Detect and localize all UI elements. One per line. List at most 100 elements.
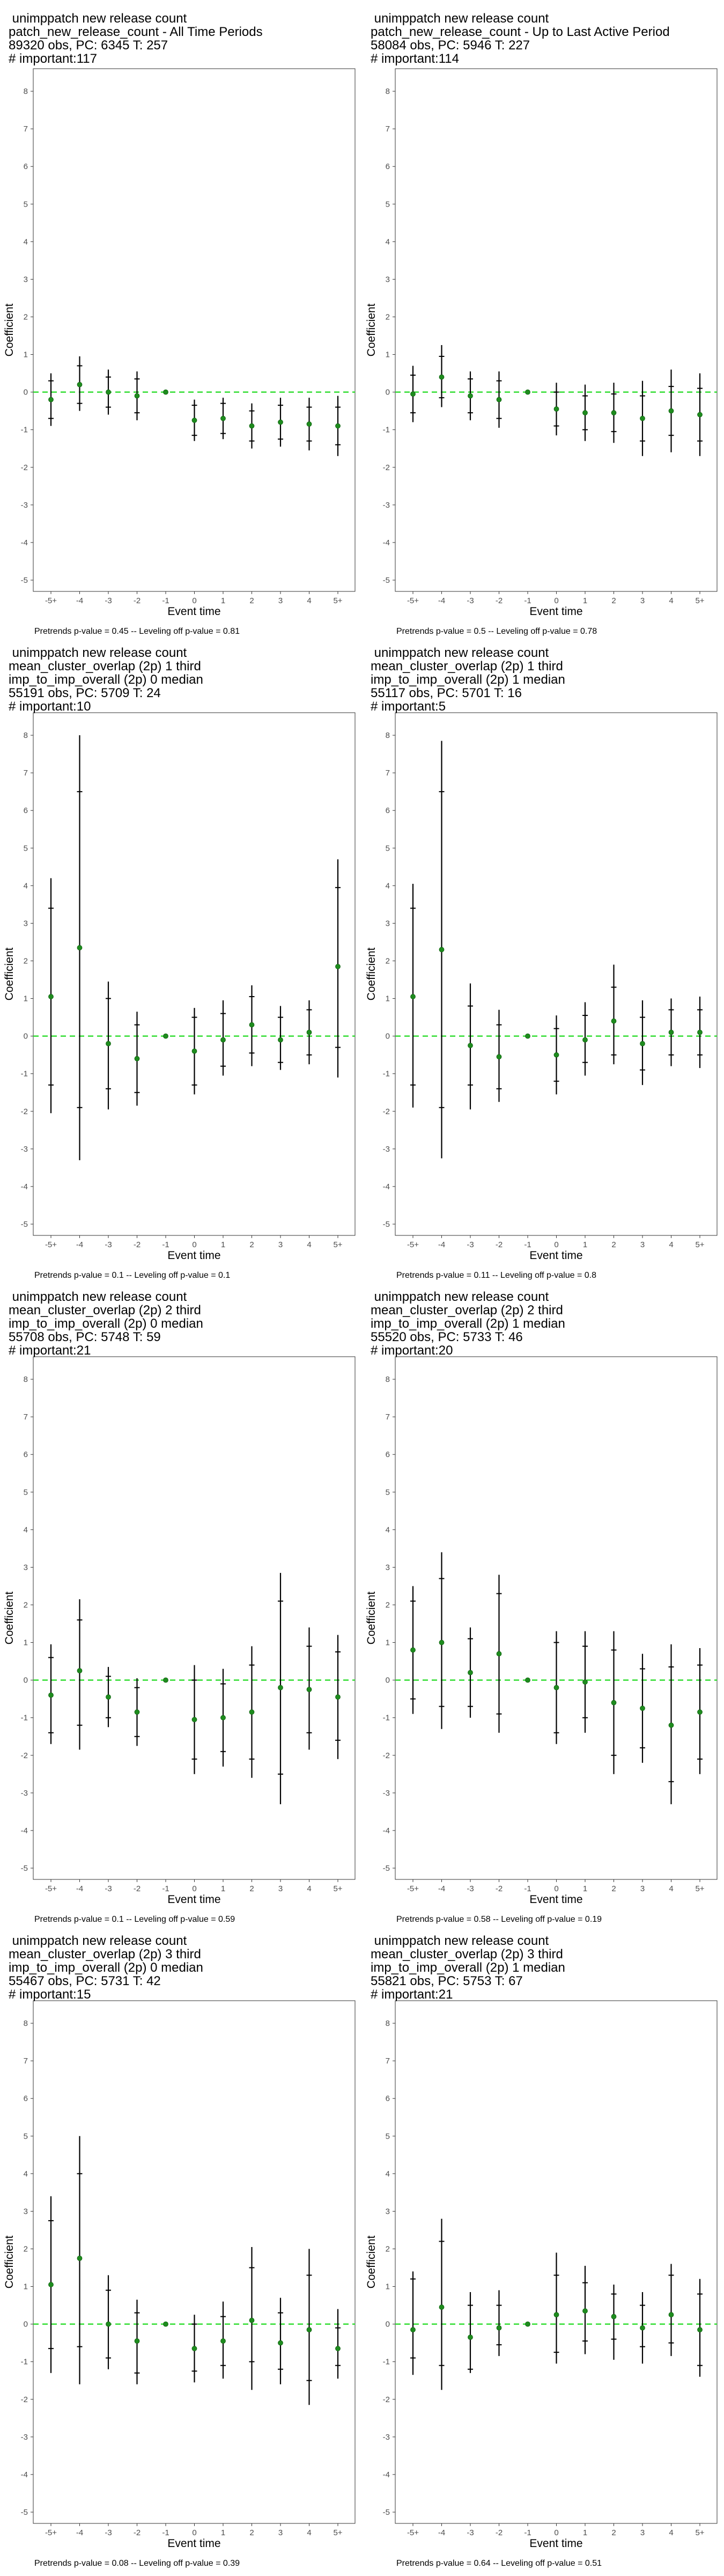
x-axis-label: Event time	[529, 605, 582, 618]
coefficient-point	[410, 2327, 416, 2333]
x-tick-label: 1	[221, 2528, 225, 2537]
x-axis-label: Event time	[167, 605, 220, 618]
x-axis-label: Event time	[529, 1893, 582, 1906]
y-tick-label: -1	[21, 1070, 28, 1079]
x-tick-label: -1	[162, 596, 169, 605]
y-tick-label: -3	[21, 1789, 28, 1798]
coefficient-point	[496, 397, 502, 402]
plot-area: -5 -4 -3 -2 -1 0 1 2 3 4 5 6 7 8 -5+ -4 -3 -2 -1 0 1 2 3 4 5+ Eve…	[3, 1356, 356, 1906]
coefficient-point	[640, 1041, 645, 1046]
x-tick-label: -2	[134, 2528, 141, 2537]
y-tick-label: 5	[386, 2132, 390, 2141]
x-tick-label: 4	[669, 596, 673, 605]
y-tick-label: 2	[24, 1600, 28, 1609]
y-tick-label: 2	[386, 2244, 390, 2253]
chart-title-line: 55821 obs, PC: 5753 T: 67	[371, 1974, 523, 1988]
x-tick-label: 4	[307, 2528, 311, 2537]
chart-title-line: 55708 obs, PC: 5748 T: 59	[9, 1330, 161, 1344]
x-axis-label: Event time	[529, 2537, 582, 2550]
chart-title-line: # important:21	[371, 1987, 453, 2002]
chart-title-line: imp_to_imp_overall (2p) 0 median	[9, 672, 203, 687]
y-axis-label: Coefficient	[365, 303, 378, 356]
x-tick-label: -5+	[45, 2528, 57, 2537]
y-tick-label: 2	[24, 2244, 28, 2253]
y-tick-label: -3	[383, 1145, 390, 1154]
chart-title: unimppatch new release count mean_cluster…	[9, 1934, 203, 2001]
coefficient-point	[525, 389, 530, 395]
y-tick-label: 1	[24, 2282, 28, 2292]
x-tick-label: -3	[105, 596, 112, 605]
y-tick-label: 4	[24, 2169, 28, 2178]
y-tick-label: -5	[21, 1864, 28, 1873]
coefficient-point	[106, 2321, 111, 2327]
y-tick-label: 3	[24, 2207, 28, 2216]
y-tick-label: -1	[383, 426, 390, 435]
coefficient-point	[163, 2321, 168, 2327]
plot-area: -5 -4 -3 -2 -1 0 1 2 3 4 5 6 7 8 -5+ -4 -3 -2 -1 0 1 2 3 4 5+ Eve…	[3, 2000, 356, 2550]
coefficient-point	[106, 1694, 111, 1700]
y-tick-label: 2	[386, 1600, 390, 1609]
coefficient-point	[249, 1709, 255, 1715]
chart-panel: unimppatch new release count mean_cluster…	[362, 644, 724, 1288]
x-tick-label: 0	[192, 2528, 196, 2537]
plot-frame	[33, 712, 356, 1236]
x-tick-label: 4	[307, 1240, 311, 1249]
p-value-footnote: Pretrends p-value = 0.1 -- Leveling off …	[34, 1271, 231, 1280]
y-tick-label: -2	[383, 463, 390, 472]
coefficient-point	[77, 1668, 83, 1674]
chart-title-line: patch_new_release_count - Up to Last Act…	[371, 25, 670, 39]
x-tick-label: -1	[524, 1884, 531, 1893]
x-tick-label: -5+	[45, 1240, 57, 1249]
coefficient-point	[697, 412, 703, 418]
y-axis-label: Coefficient	[3, 1591, 16, 1644]
chart-title-line: imp_to_imp_overall (2p) 1 median	[371, 1316, 565, 1331]
y-tick-label: -2	[383, 2395, 390, 2404]
y-tick-label: 1	[386, 350, 390, 360]
x-tick-label: -4	[438, 1884, 445, 1893]
x-tick-label: -3	[105, 1884, 112, 1893]
y-tick-label: 1	[24, 1638, 28, 1648]
y-tick-label: -5	[21, 576, 28, 585]
y-tick-label: 5	[24, 1488, 28, 1497]
y-tick-label: -5	[21, 2508, 28, 2517]
plot-area: -5 -4 -3 -2 -1 0 1 2 3 4 5 6 7 8 -5+ -4 -3 -2 -1 0 1 2 3 4 5+ Eve…	[365, 2000, 718, 2550]
coefficient-point	[582, 410, 588, 416]
p-value-footnote: Pretrends p-value = 0.08 -- Leveling off…	[34, 2559, 240, 2568]
x-tick-label: 2	[611, 1240, 616, 1249]
chart-panel: unimppatch new release count mean_cluster…	[0, 1932, 362, 2576]
x-tick-label: -3	[467, 1884, 474, 1893]
x-tick-label: 1	[221, 1884, 225, 1893]
coefficient-point	[335, 1694, 341, 1700]
coefficient-point	[335, 964, 341, 969]
x-tick-label: 3	[278, 1240, 283, 1249]
coefficient-point	[278, 1037, 283, 1043]
x-tick-label: 1	[583, 2528, 587, 2537]
coefficient-point	[191, 2346, 197, 2352]
plot-frame	[33, 2000, 356, 2524]
x-tick-label: -1	[162, 1884, 169, 1893]
coefficient-point	[220, 2338, 226, 2344]
coefficient-point	[163, 389, 168, 395]
chart-title-line: # important:114	[371, 52, 459, 66]
y-tick-label: 2	[24, 312, 28, 321]
y-tick-label: 5	[24, 844, 28, 853]
coefficient-point	[611, 1700, 617, 1706]
chart-title-line: 55520 obs, PC: 5733 T: 46	[371, 1330, 523, 1344]
y-tick-label: -1	[21, 2358, 28, 2367]
coefficient-point	[220, 1037, 226, 1043]
y-tick-label: 4	[386, 881, 390, 890]
x-axis-label: Event time	[167, 2537, 220, 2550]
x-tick-label: 3	[640, 2528, 645, 2537]
coefficient-point	[163, 1677, 168, 1683]
y-tick-label: 0	[24, 1676, 28, 1685]
coefficient-point	[163, 1033, 168, 1039]
coefficient-point	[668, 2312, 674, 2318]
coefficient-point	[496, 2325, 502, 2331]
x-tick-label: 5+	[695, 1884, 704, 1893]
y-tick-label: 2	[24, 956, 28, 965]
coefficient-point	[553, 2312, 559, 2318]
coefficient-point	[249, 2317, 255, 2323]
y-tick-label: -2	[383, 1107, 390, 1116]
x-tick-label: 3	[640, 1884, 645, 1893]
y-tick-label: 8	[386, 87, 390, 96]
